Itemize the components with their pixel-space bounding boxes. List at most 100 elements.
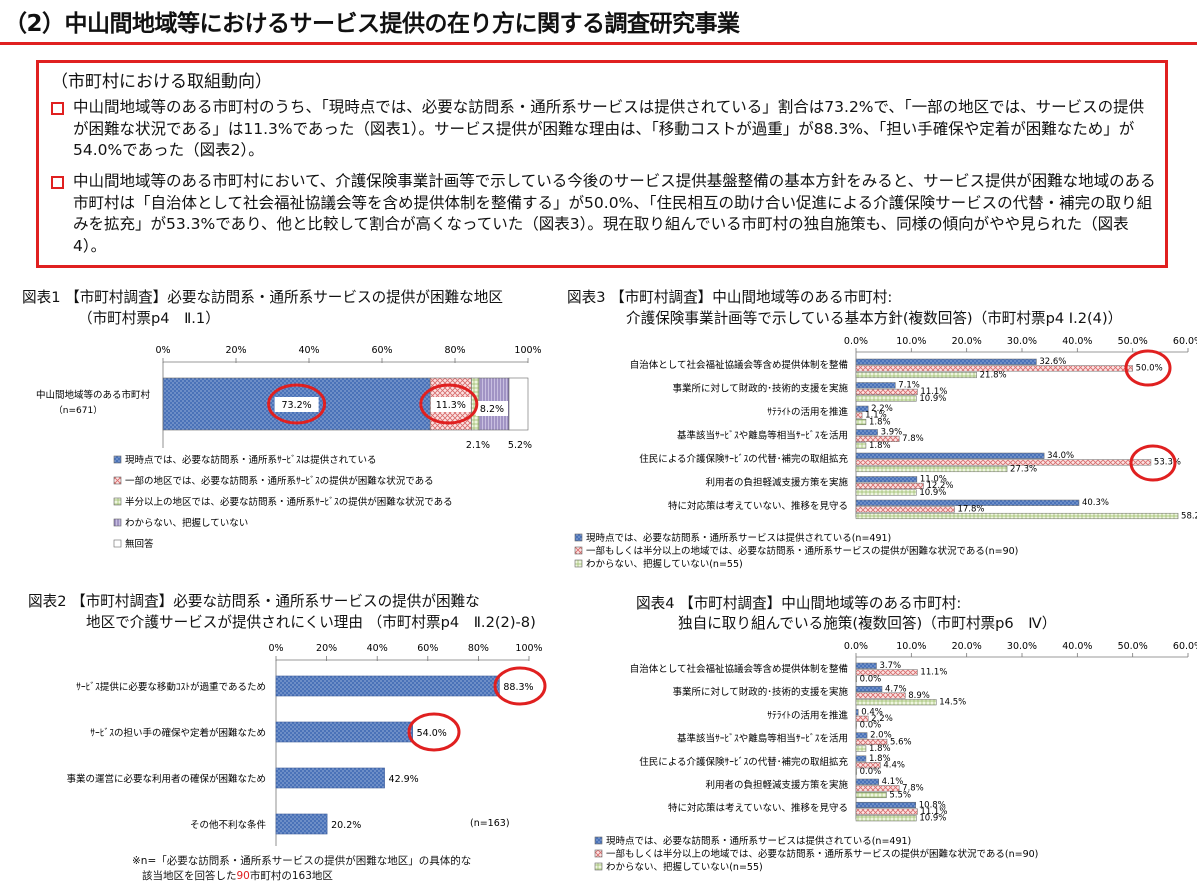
data-label: 73.2% xyxy=(281,400,311,411)
legend-label: 無回答 xyxy=(125,538,154,550)
sample-size-label: （n=671） xyxy=(54,405,102,416)
fig3-title-line1: 図表3 【市町村調査】中山間地域等のある市町村: xyxy=(567,289,893,306)
bullet-square-icon xyxy=(51,176,64,189)
data-label: 2.1% xyxy=(466,440,490,451)
bar-series-3 xyxy=(855,722,857,729)
legend-label: 一部の地区では、必要な訪問系・通所系ｻｰﾋﾞｽの提供が困難な状況である xyxy=(125,475,434,487)
category-label: 自治体として社会福祉協議会等含め提供体制を整備 xyxy=(630,663,848,675)
x-tick-label: 0.0% xyxy=(844,336,868,347)
data-label: 1.8% xyxy=(869,744,891,754)
bar-series-2 xyxy=(855,506,955,513)
bar-series-1 xyxy=(855,476,918,483)
data-label: 4.4% xyxy=(883,761,905,771)
category-label: ｻﾃﾗｲﾄの活用を推進 xyxy=(767,709,848,721)
fig2-title-line1: 図表2 【市町村調査】必要な訪問系・通所系サービスの提供が困難な xyxy=(28,593,480,610)
category-label: 自治体として社会福祉協議会等含め提供体制を整備 xyxy=(630,359,848,371)
bar-series-1 xyxy=(855,452,1045,459)
category-label: その他不利な条件 xyxy=(190,819,267,831)
legend-swatch xyxy=(574,533,583,542)
legend-label: 一部もしくは半分以上の地域では、必要な訪問系・通所系サービスの提供が困難な状況で… xyxy=(606,848,1038,860)
legend-label: わからない、把握していない xyxy=(125,517,248,529)
fig2-title-line2: 地区で介護サービスが提供されにくい理由 （市町村票p4 Ⅱ.2(2)-8) xyxy=(86,614,536,631)
fig2-footnote-line1: ※n=「必要な訪問系・通所系サービスの提供が困難な地区」の具体的な xyxy=(132,855,472,867)
category-label: 事業所に対して財政的･技術的支援を実施 xyxy=(673,686,849,698)
x-tick-label: 80% xyxy=(468,643,489,654)
data-label: 58.2% xyxy=(1181,511,1197,521)
x-tick-label: 100% xyxy=(515,643,542,654)
data-label: 50.0% xyxy=(1136,364,1163,374)
data-label: 10.9% xyxy=(919,814,946,824)
legend-swatch xyxy=(574,546,583,555)
bar-series-2 xyxy=(855,808,918,815)
category-label: 基準該当ｻｰﾋﾞｽや離島等相当ｻｰﾋﾞｽを活用 xyxy=(677,733,848,745)
x-tick-label: 0% xyxy=(155,345,170,356)
bar-series-3 xyxy=(855,745,867,752)
data-label: 7.1% xyxy=(898,381,920,391)
summary-box: （市町村における取組動向） 中山間地域等のある市町村のうち、「現時点では、必要な… xyxy=(36,60,1168,268)
x-tick-label: 60% xyxy=(371,345,392,356)
bullet-text: 中山間地域等のある市町村のうち、「現時点では、必要な訪問系・通所系サービスは提供… xyxy=(73,98,1145,159)
bar-series-3 xyxy=(855,699,937,706)
data-label: 20.2% xyxy=(331,820,361,831)
bar-series-3 xyxy=(855,791,887,799)
data-label: 5.6% xyxy=(890,737,912,747)
legend-label: 現時点では、必要な訪問系・通所系ｻｰﾋﾞｽは提供されている xyxy=(125,454,376,466)
footnote-text: 市町村の163地区 xyxy=(249,870,333,882)
data-label: 34.0% xyxy=(1047,451,1074,461)
x-tick-label: 60% xyxy=(417,643,438,654)
highlight-circle xyxy=(1124,349,1172,387)
x-tick-label: 40.0% xyxy=(1062,641,1092,652)
x-tick-label: 10.0% xyxy=(896,641,926,652)
legend-label: わからない、把握していない(n=55) xyxy=(586,558,743,570)
bar-series-2 xyxy=(855,412,863,419)
legend-swatch xyxy=(113,455,122,464)
category-label: 利用者の負担軽減支援方策を実施 xyxy=(705,779,848,791)
x-tick-label: 50.0% xyxy=(1118,641,1148,652)
data-label-bg xyxy=(274,397,319,412)
data-label: 0.0% xyxy=(860,674,882,684)
legend-swatch xyxy=(113,539,122,548)
category-label: 住民による介護保険ｻｰﾋﾞｽの代替･補完の取組拡充 xyxy=(639,756,848,768)
legend-label: わからない、把握していない(n=55) xyxy=(606,861,763,873)
data-label: 12.2% xyxy=(927,481,954,491)
data-label: 11.3% xyxy=(436,400,466,411)
data-label: 1.8% xyxy=(869,417,891,427)
bar-series-3 xyxy=(855,675,857,683)
fig3-title-line2: 介護保険事業計画等で示している基本方針(複数回答)（市町村票p4 Ⅰ.2(4)） xyxy=(626,310,1123,327)
data-label: 7.8% xyxy=(902,784,924,794)
bar-series-2 xyxy=(855,482,924,489)
category-label: 特に対応策は考えていない、推移を見守る xyxy=(668,802,848,814)
data-label: 11.1% xyxy=(920,668,947,678)
bar-series-2 xyxy=(855,365,1133,372)
highlight-circle xyxy=(267,383,327,425)
category-label: 特に対応策は考えていない、推移を見守る xyxy=(668,500,848,512)
category-label: 中山間地域等のある市町村 xyxy=(36,389,151,401)
legend-label: 半分以上の地区では、必要な訪問系・通所系ｻｰﾋﾞｽの提供が困難な状況である xyxy=(125,496,453,508)
fig1-title-line2: （市町村票p4 Ⅱ.1） xyxy=(78,310,220,327)
category-label: 事業の運営に必要な利用者の確保が困難なため xyxy=(66,773,266,785)
bar-series-2 xyxy=(855,388,918,395)
x-tick-label: 20% xyxy=(316,643,337,654)
fig4-title-line2: 独自に取り組んでいる施策(複数回答)（市町村票p6 Ⅳ） xyxy=(678,615,1057,632)
data-label: 10.9% xyxy=(919,488,946,498)
highlight-circle xyxy=(407,712,461,752)
bar-series-3 xyxy=(855,815,917,822)
legend-swatch xyxy=(574,559,583,568)
bar xyxy=(275,813,328,835)
data-label: 54.0% xyxy=(417,728,447,739)
bar-series-3 xyxy=(855,512,1179,520)
data-label: 32.6% xyxy=(1039,357,1066,367)
data-label-bg xyxy=(476,401,508,416)
data-label: 17.8% xyxy=(957,505,984,515)
data-label: 88.3% xyxy=(503,682,533,693)
bar-series-1 xyxy=(855,499,1080,506)
bar-series-2 xyxy=(855,669,918,676)
x-tick-label: 30.0% xyxy=(1007,641,1037,652)
category-label: 基準該当ｻｰﾋﾞｽや離島等相当ｻｰﾋﾞｽを活用 xyxy=(677,430,848,442)
data-label: 7.8% xyxy=(902,434,924,444)
data-label: 1.8% xyxy=(869,441,891,451)
data-label: 4.1% xyxy=(882,777,904,787)
highlight-circle xyxy=(493,666,547,706)
data-label-bg xyxy=(430,397,471,412)
data-label: 1.8% xyxy=(869,754,891,764)
